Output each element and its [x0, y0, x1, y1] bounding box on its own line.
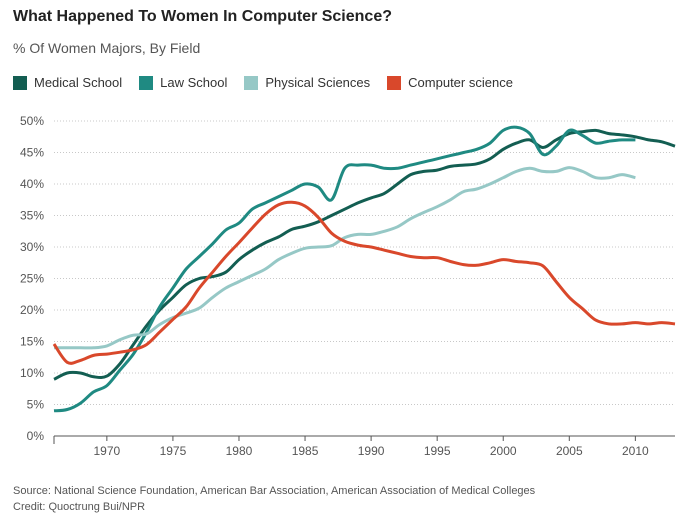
chart-subtitle: % Of Women Majors, By Field — [13, 40, 201, 56]
series-line-physical-sciences — [54, 166, 636, 350]
legend-item-law-school: Law School — [139, 75, 227, 90]
series-layer — [52, 125, 676, 413]
legend: Medical School Law School Physical Scien… — [13, 75, 530, 90]
legend-label-medical-school: Medical School — [34, 75, 123, 90]
legend-swatch-law-school — [139, 75, 154, 90]
legend-item-computer-science: Computer science — [387, 75, 513, 90]
legend-swatch-medical-school — [13, 75, 27, 90]
x-tick-label: 2000 — [490, 444, 517, 458]
x-tick-label: 1990 — [358, 444, 385, 458]
y-tick-label: 20% — [20, 303, 44, 317]
y-tick-label: 10% — [20, 366, 44, 380]
x-tick-label: 2005 — [556, 444, 583, 458]
y-tick-label: 0% — [27, 429, 45, 443]
y-tick-label: 45% — [20, 146, 44, 160]
y-tick-label: 5% — [27, 398, 45, 412]
y-tick-label: 25% — [20, 272, 44, 286]
legend-item-physical-sciences: Physical Sciences — [244, 75, 370, 90]
chart-title: What Happened To Women In Computer Scien… — [13, 8, 392, 25]
y-tick-label: 35% — [20, 209, 44, 223]
x-tick-label: 1985 — [292, 444, 319, 458]
series-line-computer-science — [52, 200, 676, 365]
y-tick-label: 15% — [20, 335, 44, 349]
x-tick-label: 1970 — [93, 444, 120, 458]
series-line-law-school — [53, 125, 636, 413]
y-tick-label: 50% — [20, 114, 44, 128]
legend-label-law-school: Law School — [160, 75, 228, 90]
source-note: Source: National Science Foundation, Ame… — [13, 485, 536, 497]
legend-item-medical-school: Medical School — [13, 75, 122, 90]
x-tick-label: 1975 — [160, 444, 187, 458]
credit-note: Credit: Quoctrung Bui/NPR — [13, 501, 146, 513]
legend-swatch-physical-sciences — [244, 75, 259, 90]
legend-swatch-computer-science — [387, 75, 402, 90]
y-tick-label: 30% — [20, 240, 44, 254]
x-tick-label: 1980 — [226, 444, 253, 458]
legend-label-physical-sciences: Physical Sciences — [265, 75, 371, 90]
y-tick-label: 40% — [20, 177, 44, 191]
legend-label-computer-science: Computer science — [408, 75, 513, 90]
footer: Source: National Science Foundation, Ame… — [13, 483, 535, 515]
x-tick-label: 1995 — [424, 444, 451, 458]
x-tick-label: 2010 — [622, 444, 649, 458]
axis-layer: 0% 5% 10% 15% 20% 25% 30% 35% 40% 45% 50% 1970 1975 1… — [20, 114, 675, 458]
